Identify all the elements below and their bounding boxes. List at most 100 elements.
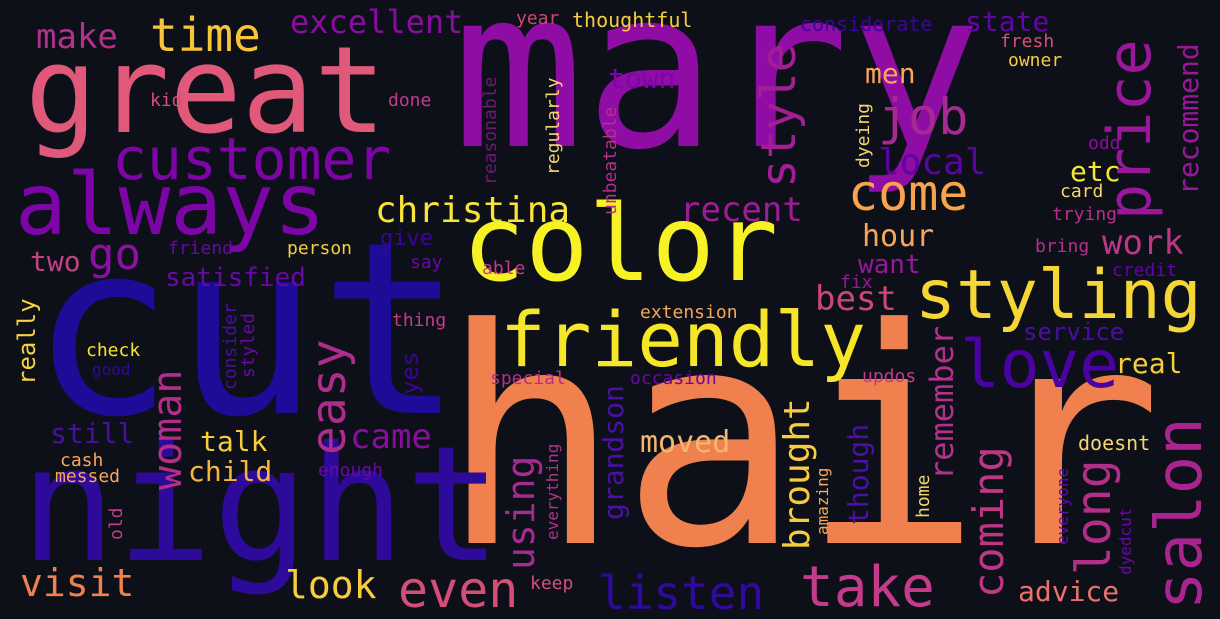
word-regularly: regularly (543, 77, 564, 175)
word-two: two (30, 245, 81, 278)
word-brought: brought (777, 398, 818, 550)
word-men: men (865, 57, 916, 90)
word-messed: messed (55, 466, 121, 487)
word-even: even (398, 561, 519, 619)
word-cut: cut (30, 190, 464, 470)
word-style: style (751, 43, 807, 189)
word-able: able (482, 258, 526, 279)
word-came: came (350, 417, 432, 457)
word-remember: remember (923, 325, 961, 480)
word-fresh: fresh (1000, 31, 1055, 52)
word-love: love (960, 326, 1119, 403)
word-keep: keep (530, 573, 574, 594)
word-thoughtful: thoughtful (572, 8, 693, 32)
word-talk: talk (200, 425, 268, 458)
word-time: time (150, 8, 261, 62)
word-look: look (285, 563, 377, 607)
word-hair: hair (440, 265, 1163, 614)
word-come: come (848, 164, 969, 222)
word-good: good (92, 360, 131, 379)
word-work: work (1102, 223, 1184, 263)
word-amazing: amazing (813, 467, 832, 535)
word-satisfied: satisfied (165, 263, 306, 293)
word-real: real (1115, 347, 1183, 380)
word-special: special (490, 368, 566, 389)
word-styling: styling (915, 256, 1202, 335)
word-considerate: considerate (800, 12, 933, 36)
word-state: state (965, 5, 1050, 38)
word-dyedcut: dyedcut (1116, 507, 1135, 575)
word-excellent: excellent (290, 3, 464, 41)
word-advice: advice (1018, 575, 1120, 608)
word-card: card (1060, 181, 1104, 202)
word-local: local (878, 142, 987, 183)
word-recent: recent (680, 190, 803, 230)
word-bring: bring (1035, 236, 1090, 257)
word-job: job (878, 88, 969, 146)
word-etc: etc (1070, 155, 1121, 188)
word-doesnt: doesnt (1078, 431, 1151, 455)
word-kid: kid (150, 90, 183, 111)
word-credit: credit (1112, 260, 1178, 281)
word-make: make (36, 17, 118, 57)
word-old: old (106, 507, 127, 540)
word-best: best (815, 279, 897, 319)
word-everyone: everyone (1053, 467, 1072, 545)
word-extension: extension (640, 302, 738, 323)
word-woman: woman (145, 369, 191, 490)
word-done: done (388, 90, 432, 111)
word-christina: christina (375, 190, 571, 231)
word-town: town (608, 62, 676, 95)
word-customer: customer (112, 125, 392, 193)
word-dyeing: dyeing (853, 102, 874, 168)
word-want: want (858, 250, 921, 280)
word-updos: updos (862, 366, 917, 387)
word-really: really (13, 298, 41, 385)
word-though: though (842, 423, 875, 525)
word-say: say (410, 252, 443, 273)
word-year: year (516, 8, 560, 29)
word-everything: everything (543, 443, 562, 540)
word-using: using (499, 455, 543, 570)
word-recommend: recommend (1172, 43, 1205, 195)
word-cash: cash (60, 450, 104, 471)
word-price: price (1095, 39, 1165, 220)
word-great: great (25, 22, 387, 161)
word-home: home (913, 474, 934, 518)
word-moved: moved (640, 425, 731, 460)
word-still: still (50, 417, 135, 450)
word-unbeatable: unbeatable (600, 106, 621, 215)
word-styled: styled (238, 312, 259, 378)
word-mary: mary (452, 0, 982, 198)
word-easy: easy (301, 339, 357, 455)
word-fix: fix (840, 272, 873, 293)
word-enough: enough (318, 460, 384, 481)
word-always: always (15, 155, 326, 255)
word-grandson: grandson (597, 385, 630, 520)
word-reasonable: reasonable (480, 76, 501, 185)
word-listen: listen (598, 566, 765, 619)
word-child: child (188, 455, 273, 488)
word-long: long (1066, 459, 1122, 575)
word-person: person (287, 238, 353, 259)
word-trying: trying (1052, 204, 1118, 225)
word-coming: coming (964, 446, 1013, 598)
word-take: take (800, 555, 935, 619)
word-color: color (462, 183, 779, 305)
word-service: service (1023, 318, 1125, 346)
word-odd: odd (1088, 133, 1121, 154)
word-check: check (86, 340, 141, 361)
word-occasion: occasion (630, 368, 717, 389)
word-thing: thing (392, 310, 447, 331)
word-give: give (380, 226, 433, 251)
word-go: go (88, 229, 141, 280)
word-hour: hour (862, 219, 935, 254)
word-owner: owner (1008, 50, 1063, 71)
word-yes: yes (396, 351, 424, 395)
word-salon: salon (1143, 417, 1217, 610)
word-night: night (20, 411, 502, 598)
word-visit: visit (20, 561, 135, 605)
word-friend: friend (168, 238, 234, 259)
word-friendly: friendly (500, 295, 867, 384)
